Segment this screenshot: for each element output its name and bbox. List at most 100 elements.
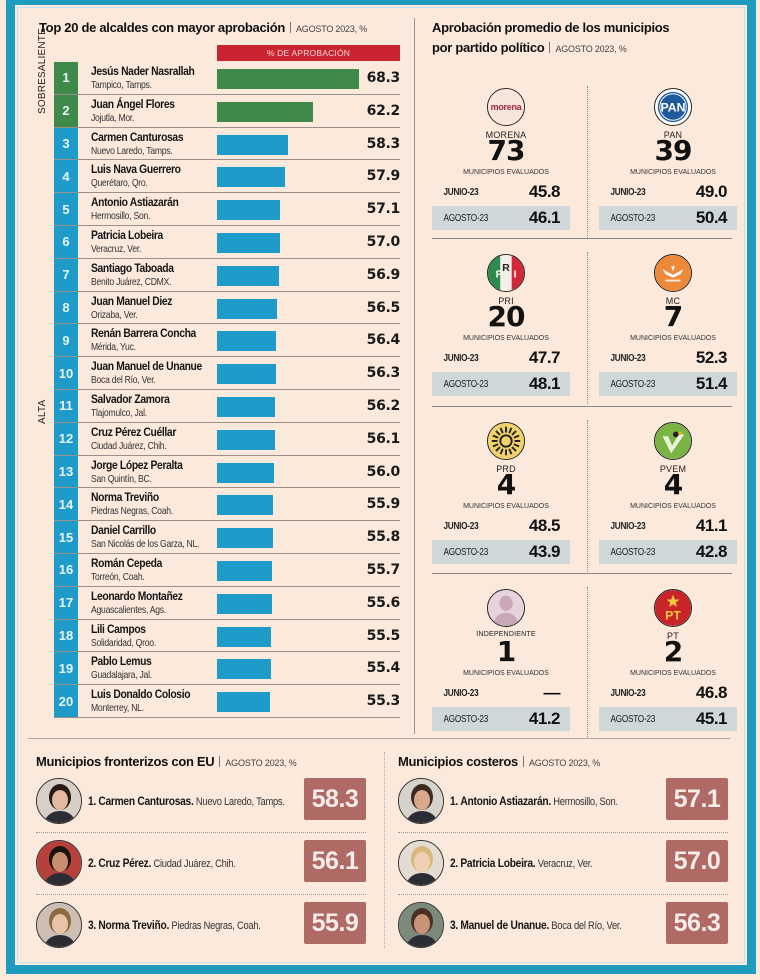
- period-label: AGOSTO-23: [443, 546, 489, 558]
- top20-title-text: Top 20 de alcaldes con mayor aprobación: [39, 20, 285, 35]
- dotted-divider: [587, 86, 588, 238]
- mayor-name: Juan Ángel Flores: [91, 96, 175, 111]
- party-name: PRD: [496, 464, 516, 474]
- municipality-location: Solidaridad, Qroo.: [91, 636, 156, 649]
- mayor-name: Román Cepeda: [91, 555, 163, 570]
- municipios-count: 7: [663, 300, 683, 333]
- period-label: JUNIO-23: [610, 520, 646, 532]
- approval-score-badge: 58.3: [304, 778, 366, 820]
- approval-bar: [217, 659, 271, 680]
- approval-bar: [217, 101, 314, 122]
- pvem-logo-icon: [654, 422, 692, 460]
- junio-value: 49.0: [695, 182, 728, 201]
- ranking-row: 17 Leonardo Montañez Aguascalientes, Ags. 5…: [54, 586, 400, 620]
- ranking-row: 3 Carmen Canturosas Nuevo Laredo, Tamps. 58…: [54, 127, 400, 161]
- frame-inner-border: [17, 7, 745, 963]
- junio-row: JUNIO-23 45.8: [432, 180, 570, 204]
- party-pair: morena MORENA 73 MUNICIPIOS EVALUADOS JUNIO-…: [424, 72, 737, 238]
- group-divider: [432, 406, 732, 407]
- municipality-location: Ciudad Juárez, Chih.: [91, 439, 167, 452]
- approval-value: 56.9: [366, 266, 401, 283]
- ranked-mayor-row: 2. Cruz Pérez. Ciudad Juárez, Chih. 56.1: [36, 838, 366, 900]
- ranking-row: 12 Cruz Pérez Cuéllar Ciudad Juárez, Chih.…: [54, 422, 400, 456]
- junio-value: 41.1: [695, 516, 728, 535]
- approval-bar: [217, 331, 277, 352]
- mayor-entry: 2. Patricia Lobeira. Veracruz, Ver.: [450, 856, 593, 870]
- mayor-name: Jesús Nader Nasrallah: [91, 64, 195, 78]
- mayor-name: Renán Barrera Concha: [91, 326, 196, 341]
- approval-bar: [217, 626, 272, 647]
- morena-logo-icon: morena: [487, 88, 525, 126]
- mayor-name: Carmen Canturosas: [91, 129, 184, 144]
- party-pair: PRD 4 MUNICIPIOS EVALUADOS JUNIO-23 48.5 AGOS…: [424, 406, 737, 572]
- municipality-location: Benito Juárez, CDMX.: [91, 275, 172, 288]
- entry-name: Norma Treviño.: [98, 918, 170, 932]
- approval-bar: [217, 232, 280, 253]
- mayor-name: Lili Campos: [91, 621, 146, 636]
- municipios-label: MUNICIPIOS EVALUADOS: [463, 335, 549, 342]
- coastal-subtitle: AGOSTO 2023, %: [529, 758, 601, 768]
- period-label: AGOSTO-23: [610, 713, 656, 725]
- approval-value: 56.3: [366, 365, 401, 382]
- dotted-divider: [587, 252, 588, 404]
- mayor-entry: 1. Carmen Canturosas. Nuevo Laredo, Tamp…: [88, 794, 285, 808]
- party-card-morena: morena MORENA 73 MUNICIPIOS EVALUADOS JUNIO-…: [432, 72, 580, 238]
- ranking-row: 2 Juan Ángel Flores Jojutla, Mor. 62.2: [54, 94, 401, 128]
- party-card-prd: PRD 4 MUNICIPIOS EVALUADOS JUNIO-23 48.5 AGOS…: [432, 406, 580, 572]
- group-divider: [432, 238, 732, 239]
- mayor-photo-avatar: [36, 840, 82, 886]
- border-municipalities-section: Municipios fronterizos con EU AGOSTO 2023…: [36, 754, 366, 954]
- ranking-row: 5 Antonio Astiazarán Hermosillo, Son. 57.1: [54, 193, 400, 226]
- row-divider: [36, 894, 366, 895]
- mayor-name: Patricia Lobeira: [91, 227, 163, 242]
- rank-badge: 20: [54, 685, 78, 717]
- top20-chart: Top 20 de alcaldes con mayor aprobación A…: [36, 16, 406, 726]
- approval-value: 62.2: [366, 102, 401, 119]
- agosto-value: 43.9: [528, 542, 561, 561]
- approval-value: 57.0: [366, 233, 401, 250]
- junio-row: JUNIO-23 49.0: [599, 180, 737, 204]
- rank-badge: 14: [54, 488, 78, 521]
- approval-bar: [217, 396, 276, 417]
- dotted-divider: [587, 420, 588, 572]
- municipios-label: MUNICIPIOS EVALUADOS: [463, 670, 549, 677]
- municipios-label: MUNICIPIOS EVALUADOS: [630, 335, 716, 342]
- ranking-row: 4 Luis Nava Guerrero Querétaro, Qro. 57.9: [54, 160, 400, 194]
- mayor-photo-avatar: [398, 902, 444, 948]
- approval-bar: [217, 167, 286, 188]
- municipios-count: 4: [496, 468, 516, 501]
- party-name: PAN: [663, 130, 683, 140]
- municipios-count: 20: [487, 300, 526, 333]
- entry-rank: 2.: [88, 856, 97, 870]
- party-name: MORENA: [485, 130, 527, 140]
- entry-name: Cruz Pérez.: [98, 856, 152, 870]
- junio-value: 52.3: [695, 348, 728, 367]
- top20-subtitle: AGOSTO 2023, %: [295, 24, 368, 34]
- entry-rank: 2.: [450, 856, 459, 870]
- mayor-name: Leonardo Montañez: [91, 588, 183, 603]
- entry-location: Boca del Río, Ver.: [551, 920, 622, 932]
- mayor-name: Salvador Zamora: [91, 391, 170, 406]
- rank-badge: 4: [54, 160, 78, 193]
- ranking-row: 16 Román Cepeda Torreón, Coah. 55.7: [54, 553, 400, 587]
- junio-value: 47.7: [528, 348, 561, 367]
- agosto-value: 48.1: [528, 374, 561, 393]
- party-title-text: Aprobación promedio de los municipios por…: [432, 20, 670, 55]
- pt-logo-icon: PT: [654, 589, 692, 627]
- ranking-row: 6 Patricia Lobeira Veracruz, Ver. 57.0: [54, 225, 401, 259]
- party-title-line: Aprobación promedio de los municipios: [432, 20, 670, 35]
- approval-bar: [217, 462, 275, 483]
- rank-badge: 7: [54, 258, 78, 291]
- border-subtitle: AGOSTO 2023, %: [225, 758, 297, 768]
- ranking-row: 13 Jorge López Peralta San Quintín, BC. 56.…: [54, 455, 400, 489]
- party-title-line: por partido político: [432, 40, 545, 55]
- svg-text:PAN: PAN: [660, 101, 685, 115]
- junio-row: JUNIO-23 41.1: [599, 514, 737, 538]
- approval-value: 55.5: [366, 627, 401, 644]
- svg-text:R: R: [502, 263, 510, 274]
- period-label: JUNIO-23: [610, 352, 646, 364]
- approval-value: 56.4: [366, 332, 401, 349]
- approval-value: 55.8: [366, 529, 401, 546]
- approval-bar: [217, 593, 272, 614]
- municipality-location: Hermosillo, Son.: [91, 210, 151, 223]
